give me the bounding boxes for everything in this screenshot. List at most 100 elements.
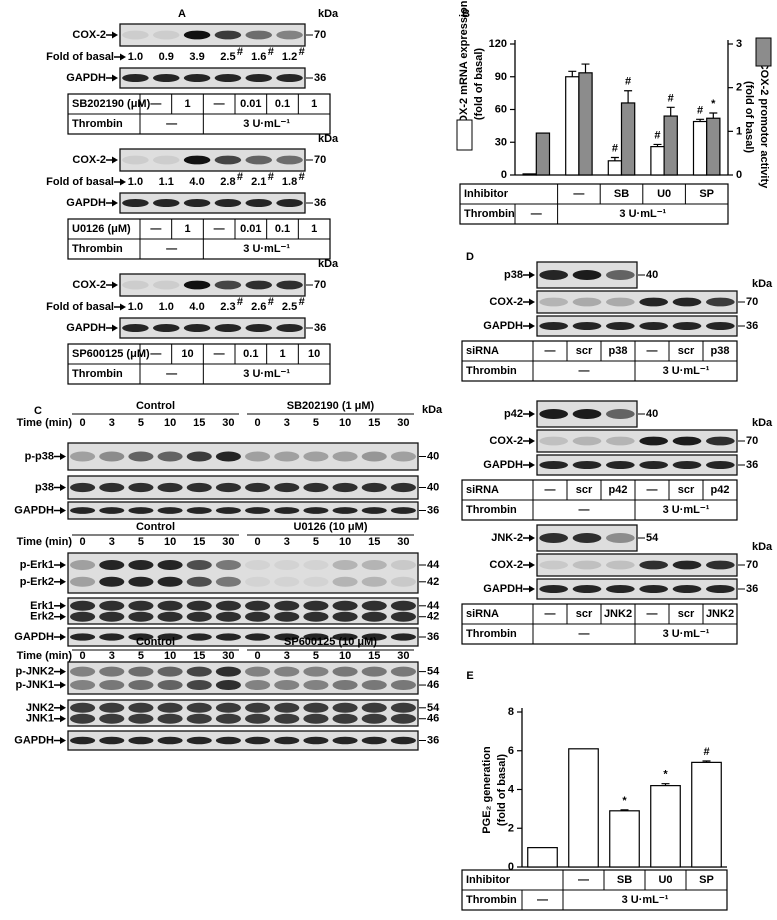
blot-label: COX-2 xyxy=(72,154,106,166)
table-cell: 0.1 xyxy=(243,348,258,360)
significance: # xyxy=(237,171,243,183)
table-cell: — xyxy=(647,484,658,496)
band xyxy=(122,30,149,40)
band xyxy=(332,713,358,724)
band xyxy=(303,680,329,691)
band xyxy=(303,482,329,493)
band xyxy=(152,30,180,40)
table-cell: — xyxy=(214,223,225,235)
table-cell: 1 xyxy=(184,98,190,110)
table-cell: — xyxy=(579,628,590,640)
table-cell: scr xyxy=(678,345,695,357)
band xyxy=(99,560,125,570)
band xyxy=(390,600,416,611)
significance: # xyxy=(268,296,274,308)
significance: # xyxy=(697,104,703,116)
blot xyxy=(67,552,419,594)
time-value: 15 xyxy=(368,417,380,429)
y-axis-label: PGE₂ generation xyxy=(481,746,493,834)
band xyxy=(215,600,241,611)
arrow-head xyxy=(60,602,66,610)
bar xyxy=(565,76,580,176)
blot xyxy=(67,475,419,500)
time-value: 15 xyxy=(193,650,205,662)
band xyxy=(332,451,358,462)
band xyxy=(274,451,300,462)
band xyxy=(276,30,303,40)
arrow-head xyxy=(120,178,126,186)
table-cell: 3 U·mL⁻¹ xyxy=(243,368,290,380)
band xyxy=(390,680,416,691)
fold-value: 2.8 xyxy=(220,176,235,188)
band xyxy=(274,736,300,745)
blot xyxy=(536,315,738,337)
band xyxy=(274,560,300,570)
error-bar xyxy=(661,783,670,786)
band xyxy=(332,736,358,745)
band xyxy=(332,600,358,611)
band xyxy=(152,74,180,82)
table-cell: 1 xyxy=(184,223,190,235)
band xyxy=(606,585,635,593)
table-cell: p42 xyxy=(711,484,730,496)
band xyxy=(361,600,387,611)
bar xyxy=(620,102,636,176)
band xyxy=(186,666,212,677)
bar xyxy=(578,72,593,176)
arrow-head xyxy=(112,324,118,332)
bar xyxy=(568,748,599,868)
blot-label: COX-2 xyxy=(489,559,523,571)
band xyxy=(390,507,416,514)
band xyxy=(332,680,358,691)
band xyxy=(183,74,211,82)
band xyxy=(539,560,569,570)
band xyxy=(245,633,271,641)
blot-label: GAPDH xyxy=(483,459,523,471)
table-cell: 3 U·mL⁻¹ xyxy=(243,243,290,255)
band xyxy=(128,451,154,462)
band xyxy=(276,155,303,165)
band xyxy=(639,436,669,446)
band xyxy=(157,507,183,514)
table-cell: — xyxy=(531,208,542,220)
band xyxy=(539,322,569,330)
significance: * xyxy=(622,795,627,807)
fold-label: Fold of basal xyxy=(46,176,114,188)
y-tick-label: 120 xyxy=(489,38,507,50)
band xyxy=(390,576,416,587)
blot-label: JNK1 xyxy=(26,713,54,725)
band xyxy=(639,461,669,469)
band xyxy=(539,461,569,469)
blot-label: p-Erk2 xyxy=(20,576,54,588)
significance: # xyxy=(268,171,274,183)
significance: # xyxy=(299,46,305,58)
band xyxy=(245,30,273,40)
band xyxy=(186,507,212,514)
band xyxy=(70,560,96,570)
error-bar xyxy=(624,90,633,103)
blot xyxy=(119,317,306,339)
blot-label: p-JNK2 xyxy=(15,666,54,678)
band xyxy=(70,482,96,493)
band xyxy=(245,680,271,691)
band xyxy=(70,680,96,691)
band xyxy=(572,270,602,280)
band xyxy=(706,461,735,469)
arrow-head xyxy=(60,561,66,569)
band xyxy=(274,507,300,514)
size-marker: 70 xyxy=(314,279,326,291)
fold-value: 1.1 xyxy=(159,176,174,188)
band xyxy=(99,611,125,622)
table-cell: JNK2 xyxy=(604,608,632,620)
group-label: Control xyxy=(136,400,175,412)
table-cell: 1 xyxy=(311,98,317,110)
band xyxy=(186,482,212,493)
blot xyxy=(67,442,419,471)
size-marker: 40 xyxy=(646,408,658,420)
significance: # xyxy=(237,46,243,58)
band xyxy=(672,560,702,570)
size-marker: 40 xyxy=(427,451,439,463)
band xyxy=(215,702,241,713)
size-marker: 46 xyxy=(427,679,439,691)
